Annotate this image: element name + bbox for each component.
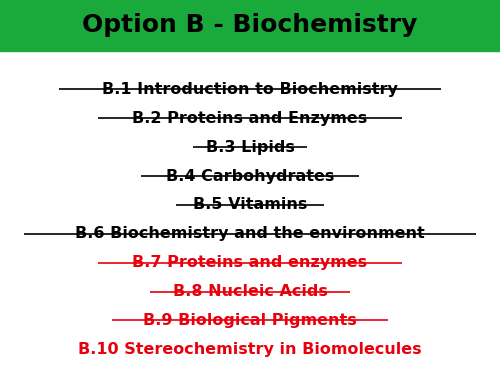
Text: B.10 Stereochemistry in Biomolecules: B.10 Stereochemistry in Biomolecules (78, 342, 422, 357)
Text: B.9 Biological Pigments: B.9 Biological Pigments (143, 313, 357, 328)
Text: B.3 Lipids: B.3 Lipids (206, 140, 294, 154)
Text: B.5 Vitamins: B.5 Vitamins (193, 197, 307, 212)
Text: B.7 Proteins and enzymes: B.7 Proteins and enzymes (132, 255, 368, 270)
Text: Option B - Biochemistry: Option B - Biochemistry (82, 13, 417, 38)
Text: B.1 Introduction to Biochemistry: B.1 Introduction to Biochemistry (102, 82, 398, 97)
Text: B.4 Carbohydrates: B.4 Carbohydrates (166, 169, 334, 184)
Bar (0, 0, 500, 51)
Text: B.2 Proteins and Enzymes: B.2 Proteins and Enzymes (132, 111, 368, 126)
Text: B.8 Nucleic Acids: B.8 Nucleic Acids (172, 284, 328, 299)
Text: B.6 Biochemistry and the environment: B.6 Biochemistry and the environment (75, 226, 425, 242)
